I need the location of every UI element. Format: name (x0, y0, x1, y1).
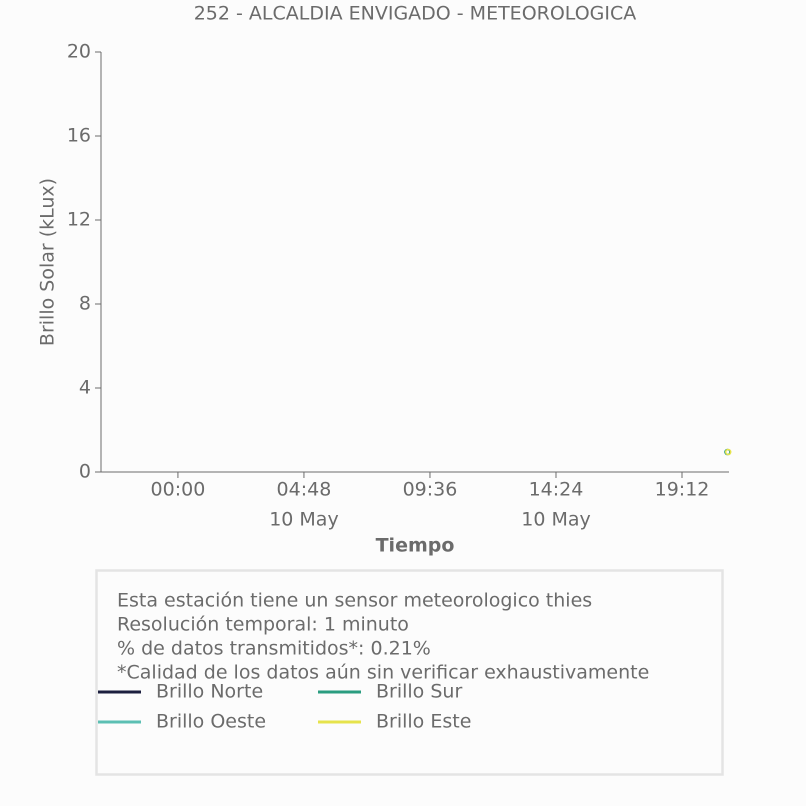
x-tick-label: 04:48 (277, 479, 332, 501)
info-text: *Calidad de los datos aún sin verificar … (117, 662, 649, 684)
info-text: % de datos transmitidos*: 0.21% (117, 638, 431, 660)
legend-label: Brillo Oeste (156, 711, 266, 733)
info-text: Esta estación tiene un sensor meteorolog… (117, 590, 592, 612)
legend-label: Brillo Sur (376, 681, 462, 703)
x-tick-label: 00:00 (151, 479, 206, 501)
y-axis-label: Brillo Solar (kLux) (37, 178, 59, 346)
y-tick-label: 4 (79, 377, 91, 399)
legend-label: Brillo Norte (156, 681, 263, 703)
x-axis-label: Tiempo (376, 535, 455, 557)
legend-label: Brillo Este (376, 711, 471, 733)
y-tick-label: 20 (67, 41, 91, 63)
y-tick-label: 8 (79, 293, 91, 315)
data-point (724, 448, 732, 456)
x-tick-label: 19:12 (655, 479, 710, 501)
x-tick-date: 10 May (269, 509, 339, 531)
x-tick-date: 10 May (521, 509, 591, 531)
x-tick-label: 09:36 (403, 479, 458, 501)
info-text: Resolución temporal: 1 minuto (117, 614, 409, 636)
chart-title: 252 - ALCALDIA ENVIGADO - METEOROLOGICA (194, 3, 637, 25)
x-tick-label: 14:24 (529, 479, 584, 501)
info-box (95, 569, 724, 776)
y-tick-label: 12 (67, 209, 91, 231)
y-tick-label: 0 (79, 461, 91, 483)
y-tick-label: 16 (67, 125, 91, 147)
